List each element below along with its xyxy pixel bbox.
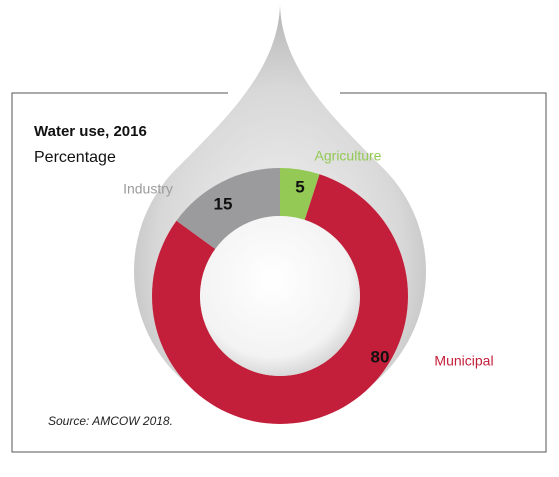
donut-slice bbox=[280, 168, 320, 220]
category-label: Industry bbox=[123, 181, 173, 197]
value-label: 80 bbox=[371, 347, 390, 366]
chart-title: Water use, 2016 bbox=[34, 123, 147, 140]
chart-subtitle: Percentage bbox=[34, 149, 116, 166]
donut-slice bbox=[176, 168, 280, 249]
donut-slice bbox=[151, 174, 409, 425]
donut-hole bbox=[200, 216, 360, 376]
value-label: 15 bbox=[214, 194, 233, 213]
value-label: 5 bbox=[295, 177, 304, 196]
category-label: Agriculture bbox=[315, 148, 382, 164]
frame bbox=[11, 92, 547, 453]
source: Source: AMCOW 2018. bbox=[48, 414, 173, 428]
category-label: Municipal bbox=[434, 353, 493, 369]
